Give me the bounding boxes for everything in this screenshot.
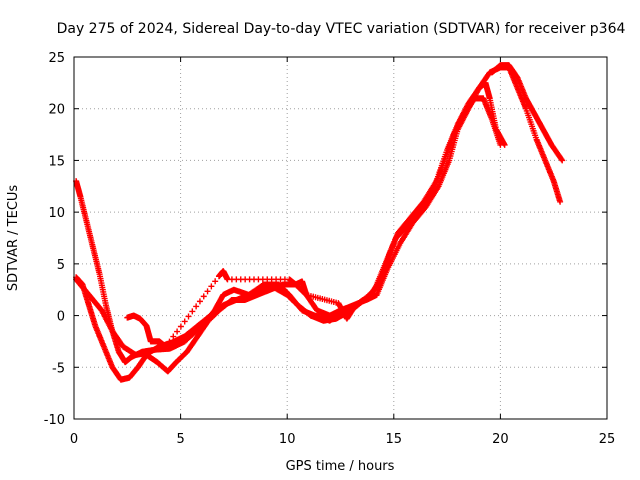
- data-point: [189, 308, 196, 315]
- y-tick-label: 25: [48, 51, 65, 66]
- y-tick-label: 5: [57, 258, 65, 273]
- x-tick-label: 0: [70, 432, 78, 447]
- data-point: [497, 141, 504, 148]
- data-point: [204, 288, 211, 295]
- data-point: [196, 298, 203, 305]
- data-series: [73, 62, 566, 383]
- data-point: [185, 313, 192, 320]
- data-point: [557, 198, 564, 205]
- y-tick-label: 20: [48, 103, 65, 118]
- y-tick-label: -5: [52, 361, 65, 376]
- data-point: [170, 333, 177, 340]
- data-point: [558, 156, 565, 163]
- y-tick-label: 15: [48, 154, 65, 169]
- data-point: [177, 323, 184, 330]
- chart-title: Day 275 of 2024, Sidereal Day-to-day VTE…: [57, 21, 626, 37]
- x-axis-label: GPS time / hours: [286, 459, 395, 474]
- data-point: [162, 343, 169, 350]
- data-point: [212, 278, 219, 285]
- data-point: [166, 338, 173, 345]
- x-tick-label: 25: [599, 432, 616, 447]
- data-point: [174, 328, 181, 335]
- y-tick-label: -10: [44, 413, 65, 428]
- data-point: [200, 293, 207, 300]
- data-point: [181, 318, 188, 325]
- x-tick-label: 5: [176, 432, 184, 447]
- y-axis-label: SDTVAR / TECUs: [6, 185, 21, 292]
- series-arc-d: [488, 62, 566, 164]
- series-arc-a: [73, 79, 508, 366]
- data-point: [208, 283, 215, 290]
- plot-frame: [73, 56, 608, 420]
- x-tick-label: 15: [386, 432, 403, 447]
- grid: [74, 57, 607, 419]
- y-tick-label: 10: [48, 206, 65, 221]
- y-tick-label: 0: [57, 310, 65, 325]
- series-cluster: [124, 268, 359, 350]
- data-point: [193, 303, 200, 310]
- data-point: [352, 302, 359, 309]
- x-tick-label: 10: [279, 432, 296, 447]
- series-arc-c: [73, 64, 564, 383]
- x-tick-label: 20: [492, 432, 509, 447]
- axis-ticks: 0 5 10 15 20 25 -10 -5 0 5 10 15 20 25: [44, 51, 616, 447]
- data-point: [559, 157, 566, 164]
